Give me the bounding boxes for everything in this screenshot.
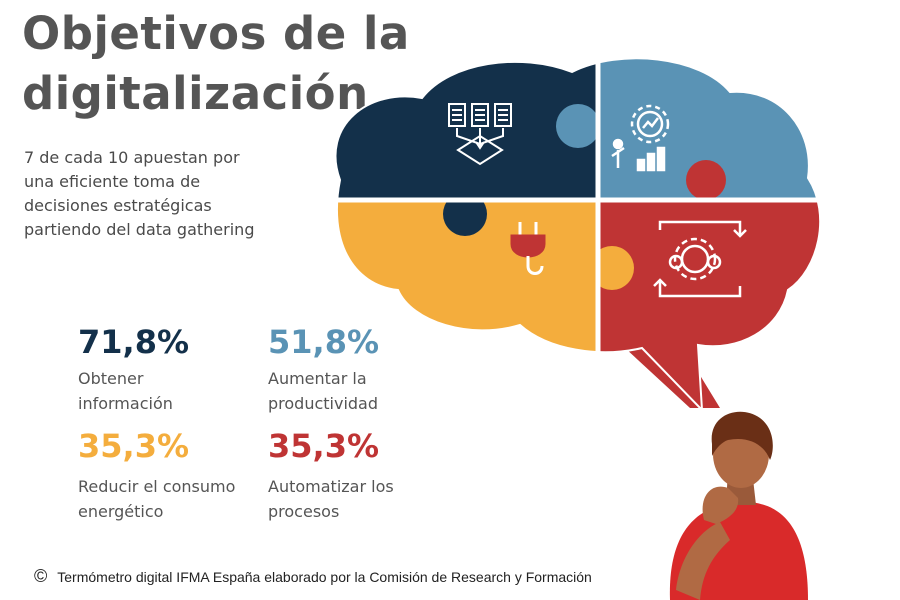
stat-label: Obtener información [78, 366, 278, 416]
stat-aumentar-productividad: 51,8% Aumentar la productividad [268, 322, 468, 416]
puzzle-piece-top-right [598, 58, 821, 200]
stat-label-line-1: Obtener [78, 369, 144, 388]
stat-label-line-1: Aumentar la [268, 369, 367, 388]
stat-label-line-1: Reducir el consumo [78, 477, 236, 496]
stat-label-line-2: productividad [268, 394, 379, 413]
stat-label: Reducir el consumo energético [78, 474, 278, 524]
stat-label: Aumentar la productividad [268, 366, 468, 416]
copyright-icon: © [34, 566, 48, 586]
stat-automatizar-procesos: 35,3% Automatizar los procesos [268, 426, 468, 524]
stat-label-line-2: energético [78, 502, 164, 521]
page-title: Objetivos de la digitalización [22, 4, 410, 124]
thinking-person [669, 411, 808, 600]
stat-label-line-1: Automatizar los [268, 477, 394, 496]
stat-label: Automatizar los procesos [268, 474, 468, 524]
plug-icon [510, 222, 546, 275]
footer-text: Termómetro digital IFMA España elaborado… [57, 568, 592, 585]
stat-label-line-2: procesos [268, 502, 340, 521]
stat-obtener-informacion: 71,8% Obtener información [78, 322, 278, 416]
stat-label-line-2: información [78, 394, 173, 413]
title-line-2: digitalización [22, 67, 369, 120]
stat-value: 35,3% [78, 427, 190, 465]
subtitle-text: 7 de cada 10 apuestan por una eficiente … [24, 148, 255, 239]
stat-value: 71,8% [78, 323, 190, 361]
footer-credit: © Termómetro digital IFMA España elabora… [34, 566, 592, 587]
gear-chart-icon [611, 104, 670, 172]
title-line-1: Objetivos de la [22, 7, 410, 60]
stat-value: 51,8% [268, 323, 380, 361]
stat-value: 35,3% [268, 427, 380, 465]
documents-icon [448, 103, 512, 166]
automation-gears-icon [653, 220, 747, 298]
stat-reducir-consumo: 35,3% Reducir el consumo energético [78, 426, 278, 524]
